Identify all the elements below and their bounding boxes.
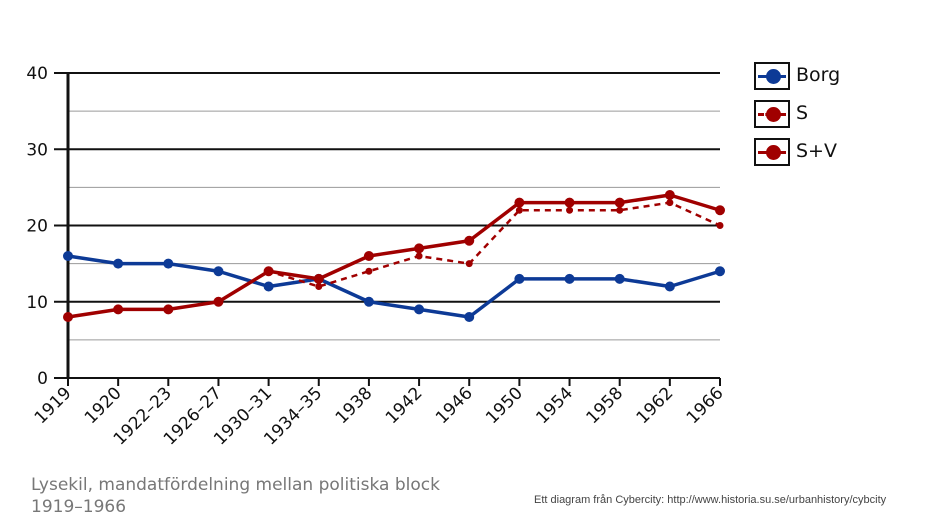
data-point-s	[365, 267, 373, 275]
chart-caption: Lysekil, mandatfördelning mellan politis…	[31, 475, 440, 517]
data-point-borg	[414, 304, 425, 315]
data-point-borg	[213, 266, 224, 277]
x-tick-label: 1954	[532, 383, 577, 428]
data-point-s	[465, 260, 473, 268]
x-tick-label: 1958	[582, 383, 627, 428]
data-point-s	[415, 252, 423, 260]
data-point-s-v	[163, 304, 174, 315]
data-point-s-v	[263, 266, 274, 277]
data-point-borg	[363, 296, 374, 307]
data-point-borg	[614, 273, 625, 284]
legend-label-s: S	[796, 102, 809, 124]
x-tick-label: 1946	[432, 383, 477, 428]
y-tick-label: 40	[26, 64, 48, 84]
data-point-borg	[715, 266, 725, 277]
x-tick-label: 1962	[633, 383, 678, 428]
data-point-s-v	[414, 243, 425, 254]
legend-swatch-sv	[754, 138, 790, 166]
data-point-s-v	[313, 273, 324, 284]
x-tick-label: 1920	[81, 383, 126, 428]
data-point-s-v	[363, 251, 374, 261]
y-axis-ticks: 0 10 20 30 40	[26, 64, 68, 389]
data-point-s-v	[564, 197, 575, 208]
data-point-s-v	[63, 312, 73, 322]
data-point-s-v	[113, 304, 124, 315]
chart-credit: Ett diagram från Cybercity: http://www.h…	[534, 494, 887, 506]
series-group	[63, 190, 725, 322]
data-point-s-v	[614, 197, 625, 208]
data-point-borg	[664, 281, 675, 292]
y-tick-label: 0	[37, 369, 48, 389]
series-line-s-v	[67, 193, 721, 319]
data-point-borg	[63, 251, 73, 261]
data-point-s-v	[464, 235, 475, 246]
data-point-s	[616, 206, 624, 214]
data-point-s	[566, 206, 574, 214]
data-point-s-v	[715, 205, 725, 216]
legend-label-sv: S+V	[796, 140, 837, 162]
series-line-s	[67, 201, 721, 319]
data-point-borg	[514, 273, 525, 284]
legend-swatch-borg	[754, 62, 790, 90]
x-tick-label: 1938	[332, 383, 377, 428]
axes	[66, 73, 720, 379]
series-line-borg	[67, 254, 721, 319]
data-point-borg	[464, 312, 475, 322]
legend-label-borg: Borg	[796, 64, 841, 86]
y-tick-label: 10	[26, 293, 48, 313]
data-point-s	[716, 222, 724, 229]
x-tick-label: 1950	[482, 383, 527, 428]
y-tick-label: 20	[26, 217, 48, 237]
data-point-s-v	[514, 197, 525, 208]
data-point-s-v	[213, 296, 224, 307]
y-tick-label: 30	[26, 140, 48, 160]
data-point-borg	[163, 258, 174, 269]
data-point-s-v	[664, 190, 675, 200]
data-point-borg	[564, 273, 575, 284]
data-point-s	[515, 206, 523, 214]
x-tick-label: 1942	[382, 383, 427, 428]
legend-swatch-s	[754, 100, 790, 128]
data-point-borg	[113, 258, 124, 269]
x-tick-label: 1966	[683, 383, 728, 428]
data-point-s	[315, 283, 323, 290]
data-point-s	[666, 199, 674, 207]
data-point-borg	[263, 281, 274, 292]
x-tick-label: 1919	[31, 383, 76, 428]
